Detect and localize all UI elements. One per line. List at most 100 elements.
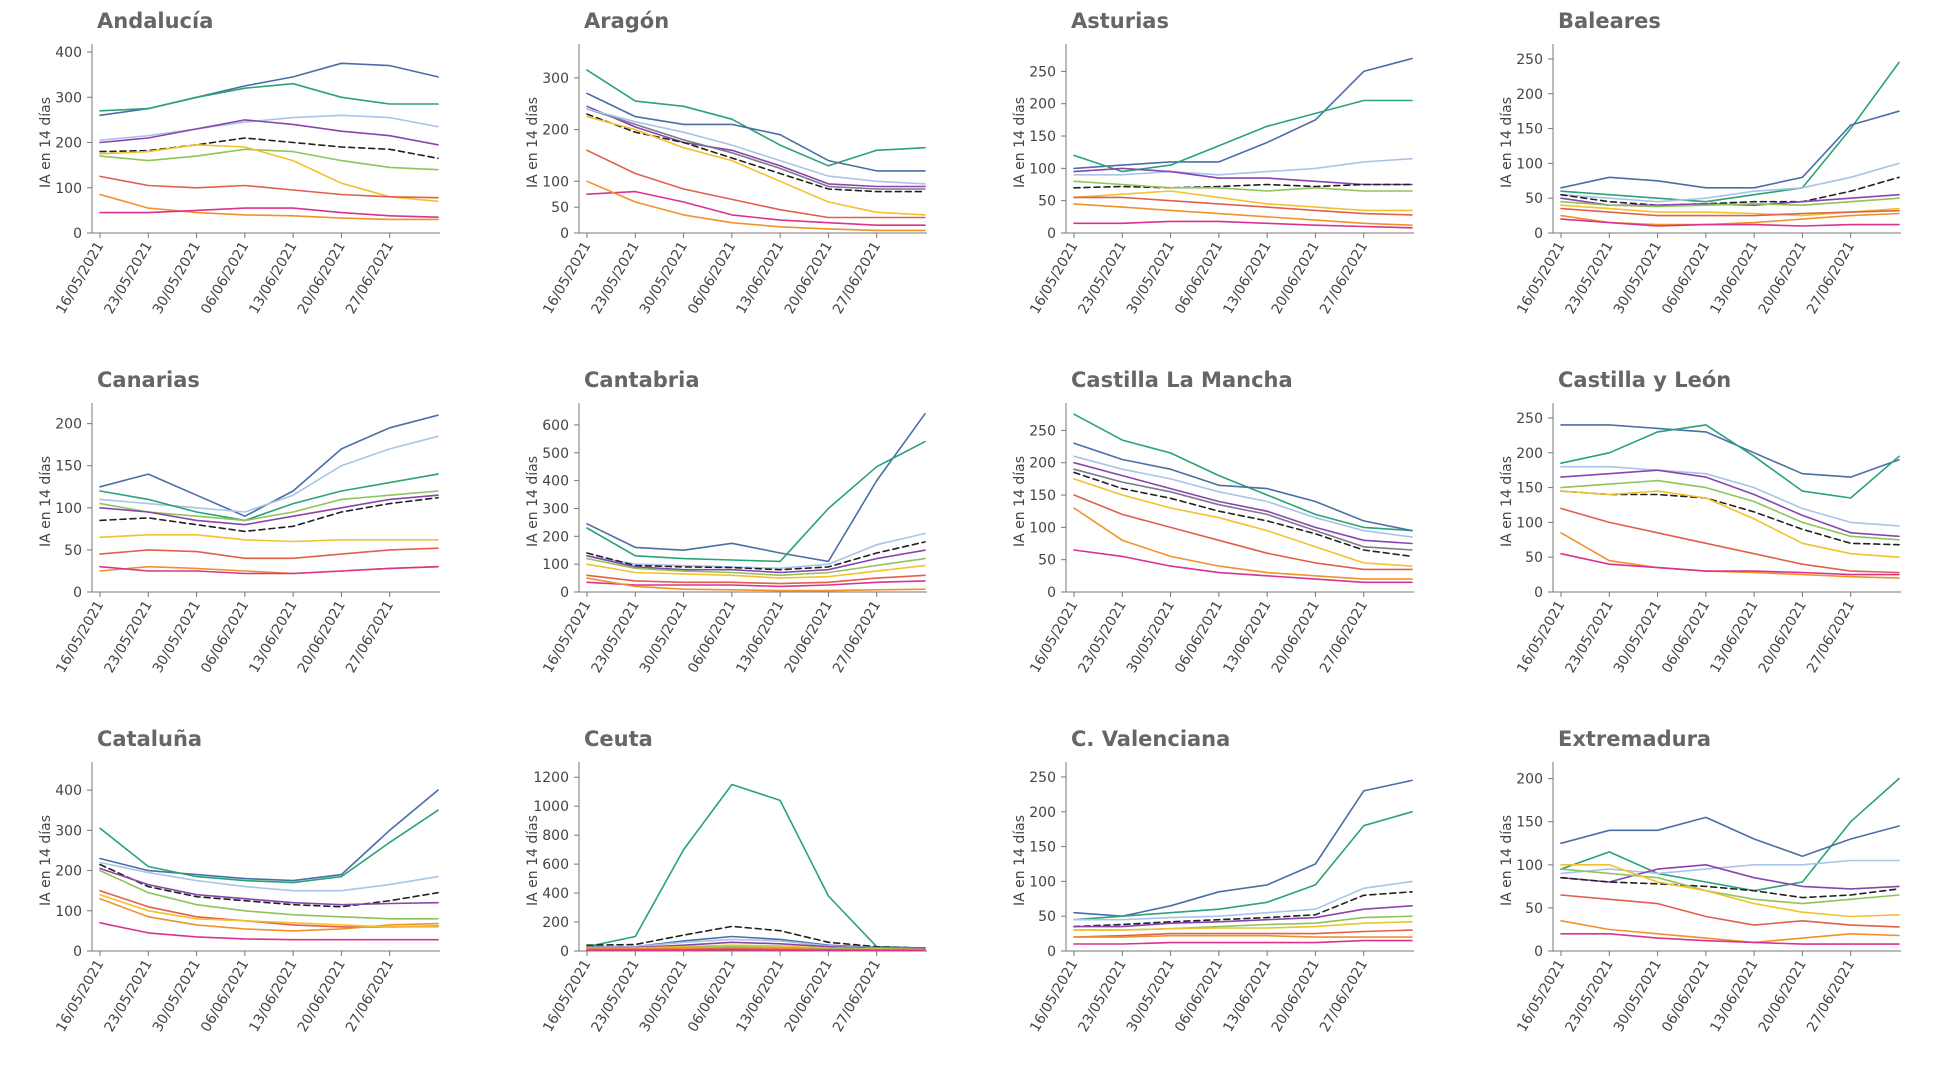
x-tick-label: 16/05/2021 bbox=[1514, 598, 1568, 676]
y-tick-label: 50 bbox=[1525, 191, 1543, 207]
y-tick-label: 100 bbox=[1029, 161, 1056, 177]
chart-svg: Baleares IA en 14 días 0 50 100 150 200 250 16/0… bbox=[1499, 9, 1901, 317]
y-tick-label: 100 bbox=[1029, 874, 1056, 890]
series-line bbox=[1560, 204, 1900, 217]
series-line bbox=[99, 473, 439, 522]
chart-svg: C. Valenciana IA en 14 días 0 50 100 150 200 25… bbox=[1012, 727, 1414, 1035]
chart-title: Cataluña bbox=[97, 727, 202, 751]
chart-svg: Ceuta IA en 14 días 0 200 400 600 800 1000 1200 1… bbox=[525, 727, 927, 1035]
x-tick-label: 30/05/2021 bbox=[1124, 239, 1178, 317]
y-tick-label: 50 bbox=[1525, 901, 1543, 917]
series-line bbox=[1073, 203, 1413, 226]
series-line bbox=[99, 867, 439, 906]
chart-svg: Cantabria IA en 14 días 0 100 200 300 400 500 60… bbox=[525, 368, 927, 676]
series-line bbox=[99, 922, 439, 941]
series-line bbox=[99, 547, 439, 560]
x-tick-label: 30/05/2021 bbox=[1611, 239, 1665, 317]
series-line bbox=[586, 783, 926, 949]
y-tick-label: 0 bbox=[73, 226, 82, 242]
x-tick-label: 13/06/2021 bbox=[1220, 957, 1274, 1035]
x-tick-label: 30/05/2021 bbox=[1124, 598, 1178, 676]
chart-panel: Castilla y León IA en 14 días 0 50 100 150 200… bbox=[1461, 359, 1948, 718]
x-tick-label: 30/05/2021 bbox=[637, 957, 691, 1035]
series-line bbox=[1073, 934, 1413, 938]
y-tick-label: 150 bbox=[1516, 815, 1543, 831]
series-line bbox=[1560, 469, 1900, 538]
x-tick-label: 13/06/2021 bbox=[733, 957, 787, 1035]
series-line bbox=[1073, 929, 1413, 938]
x-tick-label: 16/05/2021 bbox=[53, 598, 107, 676]
series-line bbox=[99, 144, 439, 203]
series-line bbox=[99, 114, 439, 141]
y-tick-label: 0 bbox=[1534, 226, 1543, 242]
x-tick-label: 06/06/2021 bbox=[1659, 957, 1713, 1035]
series-line bbox=[99, 494, 439, 526]
y-tick-label: 1000 bbox=[533, 799, 569, 815]
y-axis-label: IA en 14 días bbox=[38, 97, 54, 188]
series-line bbox=[1073, 455, 1413, 538]
y-tick-label: 100 bbox=[55, 904, 82, 920]
chart-svg: Extremadura IA en 14 días 0 50 100 150 200 16/0… bbox=[1499, 727, 1901, 1035]
x-tick-label: 23/05/2021 bbox=[1563, 598, 1617, 676]
x-tick-label: 16/05/2021 bbox=[540, 957, 594, 1035]
series-line bbox=[99, 414, 439, 517]
x-tick-label: 30/05/2021 bbox=[150, 957, 204, 1035]
series-line bbox=[586, 113, 926, 193]
x-tick-label: 27/06/2021 bbox=[1804, 957, 1858, 1035]
series-line bbox=[1073, 461, 1413, 545]
series-line bbox=[1560, 552, 1900, 576]
chart-svg: Aragón IA en 14 días 0 50 100 200 300 16/05/202… bbox=[525, 9, 927, 317]
series-line bbox=[99, 863, 439, 908]
y-tick-label: 0 bbox=[1534, 585, 1543, 601]
x-tick-label: 06/06/2021 bbox=[1172, 957, 1226, 1035]
series-line bbox=[99, 565, 439, 575]
series-line bbox=[586, 115, 926, 216]
x-tick-label: 13/06/2021 bbox=[246, 957, 300, 1035]
series-line bbox=[1073, 471, 1413, 558]
series-line bbox=[1560, 61, 1900, 203]
y-tick-label: 400 bbox=[542, 886, 569, 902]
y-tick-label: 250 bbox=[1029, 770, 1056, 786]
x-tick-label: 06/06/2021 bbox=[198, 239, 252, 317]
series-line bbox=[1560, 465, 1900, 527]
y-tick-label: 200 bbox=[55, 136, 82, 152]
y-axis-label: IA en 14 días bbox=[525, 456, 541, 547]
chart-panel: Cataluña IA en 14 días 0 100 200 300 400 16/05/… bbox=[0, 718, 487, 1077]
series-line bbox=[586, 563, 926, 579]
y-tick-label: 250 bbox=[1029, 423, 1056, 439]
y-tick-label: 0 bbox=[73, 944, 82, 960]
x-tick-label: 23/05/2021 bbox=[1563, 957, 1617, 1035]
x-tick-label: 16/05/2021 bbox=[1514, 957, 1568, 1035]
x-tick-label: 06/06/2021 bbox=[198, 957, 252, 1035]
series-line bbox=[1560, 424, 1900, 499]
y-tick-label: 150 bbox=[1516, 122, 1543, 138]
x-tick-label: 30/05/2021 bbox=[1611, 957, 1665, 1035]
chart-panel: Aragón IA en 14 días 0 50 100 200 300 16/05/202… bbox=[487, 0, 974, 359]
series-line bbox=[1073, 880, 1413, 921]
y-tick-label: 100 bbox=[1516, 858, 1543, 874]
y-tick-label: 50 bbox=[64, 543, 82, 559]
series-line bbox=[99, 893, 439, 928]
y-tick-label: 150 bbox=[1029, 488, 1056, 504]
x-tick-label: 27/06/2021 bbox=[830, 598, 884, 676]
series-line bbox=[99, 861, 439, 892]
x-tick-label: 06/06/2021 bbox=[685, 598, 739, 676]
x-tick-label: 16/05/2021 bbox=[1027, 598, 1081, 676]
y-tick-label: 300 bbox=[542, 71, 569, 87]
series-line bbox=[1560, 162, 1900, 203]
x-tick-label: 23/05/2021 bbox=[1076, 239, 1130, 317]
x-tick-label: 20/06/2021 bbox=[782, 957, 836, 1035]
chart-title: C. Valenciana bbox=[1071, 727, 1230, 751]
x-tick-label: 30/05/2021 bbox=[637, 598, 691, 676]
y-tick-label: 0 bbox=[560, 944, 569, 960]
x-tick-label: 23/05/2021 bbox=[1076, 598, 1130, 676]
series-line bbox=[99, 175, 439, 199]
y-tick-label: 300 bbox=[55, 823, 82, 839]
series-line bbox=[99, 490, 439, 522]
y-tick-label: 200 bbox=[1516, 772, 1543, 788]
x-tick-label: 27/06/2021 bbox=[343, 239, 397, 317]
series-line bbox=[1073, 180, 1413, 192]
y-tick-label: 200 bbox=[1516, 87, 1543, 103]
series-line bbox=[586, 413, 926, 563]
